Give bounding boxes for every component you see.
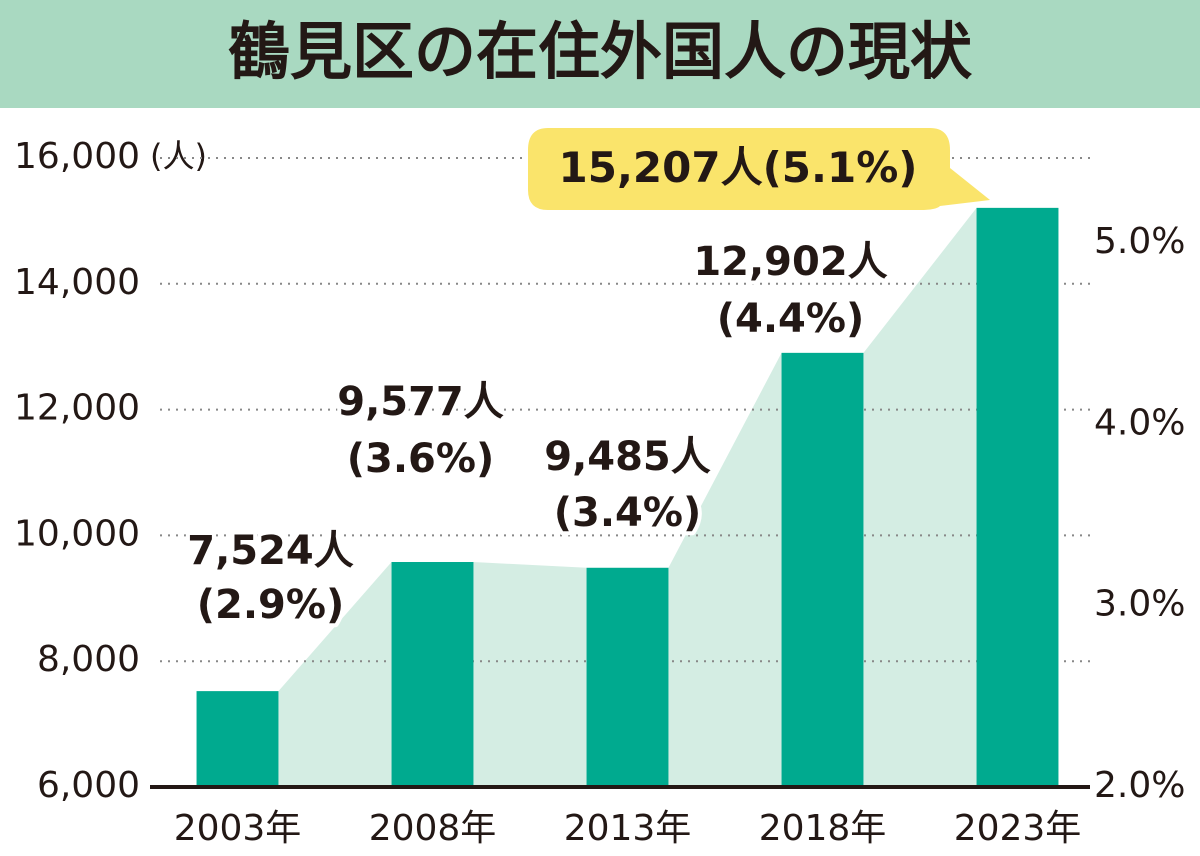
value-label: 9,577人 (337, 379, 504, 425)
y-tick-label: 16,000 (14, 136, 140, 177)
share-label: (2.9%) (197, 582, 345, 628)
y2-tick-label: 3.0% (1094, 584, 1185, 625)
x-tick-label: 2018年 (759, 808, 887, 849)
chart-title: 鶴見区の在住外国人の現状 (228, 15, 973, 88)
callout-label: 15,207人(5.1%) (559, 143, 918, 192)
value-label: 7,524人 (187, 528, 354, 574)
callout-bubble (528, 128, 990, 210)
x-tick-label: 2023年 (954, 808, 1082, 849)
y-axis-unit: (人) (150, 137, 207, 175)
share-label: (3.4%) (554, 490, 702, 536)
title-band (0, 0, 1200, 108)
bar (391, 562, 474, 787)
callout-value: 15,207人 (559, 143, 763, 192)
y-tick-label: 6,000 (37, 765, 140, 806)
x-tick-label: 2003年 (174, 808, 302, 849)
y-tick-label: 14,000 (14, 262, 140, 303)
x-tick-label: 2013年 (564, 808, 692, 849)
bar (781, 352, 864, 787)
value-label: 9,485人 (544, 434, 711, 480)
share-label: (3.6%) (347, 436, 495, 482)
bar (196, 691, 279, 787)
share-label: (4.4%) (717, 296, 865, 342)
callout-share: (5.1%) (763, 143, 918, 192)
y2-tick-label: 4.0% (1094, 402, 1185, 443)
y2-tick-label: 5.0% (1094, 221, 1185, 262)
y-tick-label: 12,000 (14, 388, 140, 429)
bar (976, 207, 1059, 787)
y-tick-label: 8,000 (37, 639, 140, 680)
bar (586, 567, 669, 787)
x-tick-label: 2008年 (369, 808, 497, 849)
y-tick-label: 10,000 (14, 513, 140, 554)
value-label: 12,902人 (693, 239, 887, 285)
y2-tick-label: 2.0% (1094, 765, 1185, 806)
